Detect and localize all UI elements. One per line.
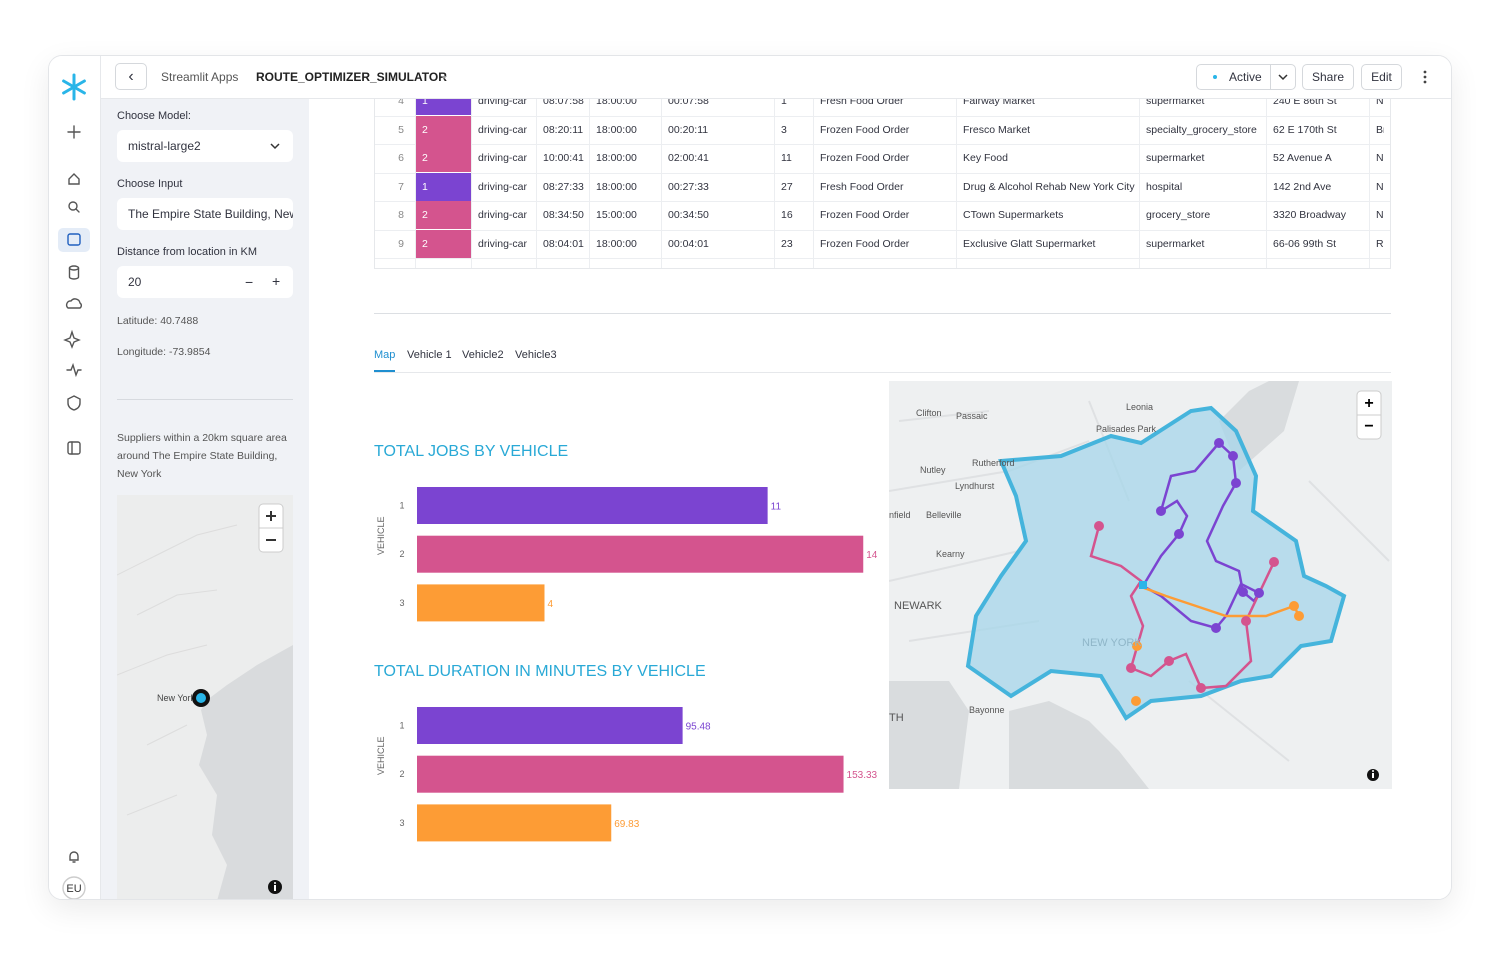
model-label: Choose Model:	[117, 110, 191, 122]
map-place: Leonia	[1126, 402, 1153, 412]
bar	[417, 804, 611, 841]
distance-value: 20	[128, 275, 141, 289]
shield-icon[interactable]	[68, 396, 80, 410]
value-label: 153.33	[847, 770, 878, 781]
increment[interactable]: +	[272, 273, 280, 289]
map-place: Kearny	[936, 549, 965, 559]
value-label: 69.83	[614, 819, 639, 830]
bar	[417, 756, 844, 793]
category-label: 1	[399, 501, 404, 511]
map-place: Clifton	[916, 408, 942, 418]
status-dot	[1211, 73, 1219, 81]
map-place: Belleville	[926, 510, 962, 520]
sidebar: Choose Model: mistral-large2 Choose Inpu…	[101, 99, 309, 900]
zoom-out[interactable]: −	[1364, 418, 1373, 435]
value-label: 14	[866, 550, 878, 561]
map-place: TH	[889, 712, 904, 724]
cloud-icon[interactable]	[67, 299, 82, 308]
map-place: New York	[157, 693, 196, 703]
home-icon[interactable]	[69, 174, 79, 184]
map-place: Lyndhurst	[955, 481, 995, 491]
bar	[417, 487, 768, 524]
depot-marker	[1139, 581, 1147, 589]
bar	[417, 707, 683, 744]
search-icon[interactable]	[69, 202, 79, 212]
category-label: 3	[399, 818, 404, 828]
category-label: 2	[399, 769, 404, 779]
model-value: mistral-large2	[128, 139, 201, 153]
y-axis-label: VEHICLE	[376, 736, 386, 775]
app-menu-caret[interactable]	[439, 72, 449, 82]
longitude: Longitude: -73.9854	[117, 346, 210, 358]
latitude: Latitude: 40.7488	[117, 315, 198, 327]
category-label: 2	[399, 549, 404, 559]
breadcrumb[interactable]: Streamlit Apps	[161, 70, 238, 84]
location-marker	[196, 693, 206, 703]
active-icon-bg	[58, 228, 90, 252]
value-label: 11	[771, 502, 782, 513]
status-dropdown[interactable]	[1270, 64, 1296, 90]
map-place: Palisades Park	[1096, 424, 1157, 434]
back-button[interactable]: ‹	[115, 63, 147, 90]
map-place: Passaic	[956, 411, 988, 421]
share-button[interactable]: Share	[1302, 64, 1354, 90]
main-content: 41driving-car08:07:5818:00:0000:07:581Fr…	[309, 99, 1452, 900]
icon-rail: EU	[49, 56, 101, 900]
map-place: NEWARK	[894, 600, 943, 612]
map-place: Rutherford	[972, 458, 1015, 468]
distance-input[interactable]: 20	[117, 266, 293, 298]
map-note: Suppliers within a 20km square area arou…	[117, 429, 295, 483]
select-caret	[269, 140, 281, 152]
user-initials: EU	[66, 883, 81, 895]
chart-title: TOTAL DURATION IN MINUTES BY VEHICLE	[374, 663, 706, 680]
map-place: Nutley	[920, 465, 946, 475]
value-label: 95.48	[686, 722, 711, 733]
status-label: Active	[1229, 70, 1262, 84]
rail-icons: EU	[49, 56, 101, 900]
app-window: EU ‹ Streamlit Apps ROUTE_OPTIMIZER_SIMU…	[48, 55, 1452, 900]
location-input[interactable]: The Empire State Building, New York	[117, 198, 293, 230]
bar	[417, 584, 545, 621]
bar	[417, 536, 863, 573]
activity-icon[interactable]	[67, 365, 81, 375]
decrement[interactable]: −	[245, 274, 253, 290]
map-place: Bayonne	[969, 705, 1005, 715]
map-place: NEW YORK	[1082, 637, 1142, 649]
bell-icon[interactable]	[70, 852, 78, 862]
y-axis-label: VEHICLE	[376, 516, 386, 555]
panel-icon[interactable]	[68, 442, 80, 454]
more-menu[interactable]	[1421, 68, 1429, 86]
divider	[117, 399, 293, 400]
logo	[64, 75, 85, 99]
ai-icon[interactable]	[65, 332, 79, 347]
input-value: The Empire State Building, New York	[128, 207, 293, 221]
distance-label: Distance from location in KM	[117, 246, 257, 258]
app-name[interactable]: ROUTE_OPTIMIZER_SIMULATOR	[256, 70, 447, 84]
zoom-in[interactable]: +	[1364, 395, 1373, 412]
category-label: 3	[399, 598, 404, 608]
edit-button[interactable]: Edit	[1361, 64, 1402, 90]
value-label: 4	[548, 599, 554, 610]
chart-title: TOTAL JOBS BY VEHICLE	[374, 443, 568, 460]
header: ‹ Streamlit Apps ROUTE_OPTIMIZER_SIMULAT…	[101, 56, 1452, 99]
route-map[interactable]: Clifton Passaic Leonia Palisades Park Ruther…	[889, 381, 1392, 789]
category-label: 1	[399, 721, 404, 731]
database-icon[interactable]	[70, 266, 79, 279]
input-label: Choose Input	[117, 178, 182, 190]
add-icon[interactable]	[68, 126, 80, 138]
model-select[interactable]: mistral-large2	[117, 130, 293, 162]
supplier-map[interactable]: New York	[117, 495, 293, 900]
map-place: nfield	[889, 510, 911, 520]
